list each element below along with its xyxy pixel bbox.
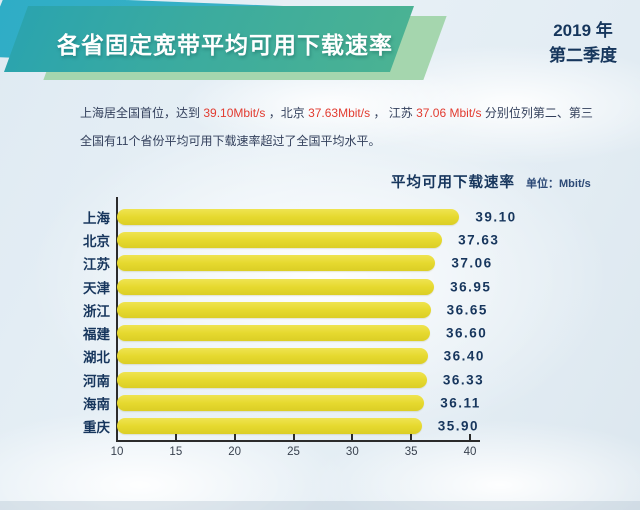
chart-rows: 上海 39.10 北京 37.63 江苏 37.06 天津 36.95 浙江 36.65 福建 36.… (70, 205, 630, 438)
chart-row: 湖北 36.40 (70, 345, 630, 368)
highlight-value: 39.10Mbit/s (203, 106, 266, 120)
chart-title: 平均可用下载速率 (391, 175, 515, 191)
value-label: 35.90 (437, 418, 480, 434)
category-label: 福建 (83, 327, 110, 343)
bar (117, 325, 430, 342)
category-label: 重庆 (83, 420, 110, 436)
category-label: 江苏 (83, 257, 110, 273)
value-label: 36.40 (443, 348, 485, 364)
intro-segment: ， 江苏 (370, 106, 417, 120)
bar (117, 348, 428, 365)
x-tick-label: 30 (345, 446, 359, 458)
chart-row: 北京 37.63 (70, 228, 630, 251)
x-tick-label: 15 (169, 446, 183, 458)
value-label: 36.11 (440, 395, 481, 411)
bar-track: 35.90 (116, 415, 630, 438)
x-tick-label: 35 (404, 446, 418, 458)
value-label: 36.60 (445, 325, 488, 341)
category-label: 天津 (83, 280, 110, 296)
bar-track: 36.40 (116, 345, 630, 368)
x-tick-label: 20 (228, 446, 242, 458)
value-label: 37.06 (451, 255, 493, 271)
bar (117, 371, 427, 388)
bar-track: 36.95 (116, 275, 630, 298)
x-tick-mark (116, 434, 118, 440)
chart-unit-label: 单位：Mbit/s (526, 178, 591, 190)
chart-row: 福建 36.60 (70, 321, 630, 344)
y-axis-line (116, 197, 118, 440)
category-label: 河南 (83, 373, 110, 389)
x-tick-label: 40 (463, 446, 477, 458)
value-label: 36.65 (446, 302, 488, 318)
chart-row: 河南 36.33 (70, 368, 630, 391)
category-label: 海南 (83, 397, 110, 413)
bar (117, 418, 422, 435)
bar-track: 36.11 (116, 391, 630, 414)
x-tick-mark (233, 434, 236, 440)
chart-header: 平均可用下载速率 单位：Mbit/s (391, 171, 591, 192)
intro-line-1: 上海居全国首位，达到 39.10Mbit/s ，北京 37.63Mbit/s ，… (80, 99, 636, 127)
intro-segment: ，北京 (265, 106, 309, 120)
bar-track: 36.65 (116, 298, 630, 321)
chart-row: 海南 36.11 (70, 391, 630, 414)
category-label: 上海 (83, 210, 110, 226)
category-label: 北京 (83, 233, 110, 249)
x-tick-label: 10 (110, 446, 124, 458)
chart-row: 天津 36.95 (70, 275, 630, 298)
bar (117, 395, 425, 412)
value-label: 36.33 (442, 372, 485, 388)
intro-text: 上海居全国首位，达到 39.10Mbit/s ，北京 37.63Mbit/s ，… (80, 99, 636, 155)
x-tick-label: 25 (287, 446, 300, 458)
highlight-value: 37.63Mbit/s (308, 106, 371, 120)
intro-line-2: 全国有11个省份平均可用下载速率超过了全国平均水平。 (80, 134, 381, 148)
chart-row: 上海 39.10 (70, 205, 630, 228)
bar-track: 36.60 (116, 321, 630, 344)
bar-track: 36.33 (116, 368, 630, 391)
bar-track: 37.06 (116, 252, 630, 275)
category-label: 浙江 (83, 303, 110, 319)
bar (117, 208, 460, 225)
intro-segment: 上海居全国首位，达到 (80, 106, 204, 120)
header-banner: 各省固定宽带平均可用下载速率 (0, 0, 470, 100)
report-period: 2019 年 第二季度 (530, 19, 636, 68)
bar-chart: 上海 39.10 北京 37.63 江苏 37.06 天津 36.95 浙江 36.65 福建 36.… (70, 197, 630, 477)
x-tick-mark (174, 434, 177, 440)
bar-track: 37.63 (116, 228, 630, 251)
period-year: 2019 年 (553, 21, 613, 40)
bar (117, 301, 431, 318)
x-tick-mark (292, 434, 295, 440)
chart-row: 重庆 35.90 (70, 415, 630, 438)
value-label: 36.95 (450, 279, 492, 295)
intro-segment: 分别位列第二、第三 (481, 106, 593, 120)
x-tick-mark (469, 434, 471, 440)
x-tick-mark (351, 434, 354, 440)
bar (117, 278, 435, 295)
period-quarter: 第二季度 (549, 45, 617, 65)
bar (117, 231, 443, 248)
value-label: 37.63 (458, 232, 500, 248)
category-label: 湖北 (83, 350, 110, 366)
chart-row: 浙江 36.65 (70, 298, 630, 321)
bar-track: 39.10 (116, 205, 630, 228)
bottom-edge-strip (0, 501, 640, 510)
chart-row: 江苏 37.06 (70, 252, 630, 275)
value-label: 39.10 (475, 209, 517, 225)
highlight-value: 37.06 Mbit/s (416, 106, 482, 120)
bar (117, 255, 436, 272)
x-tick-mark (410, 434, 413, 440)
page-title: 各省固定宽带平均可用下载速率 (57, 32, 393, 58)
x-axis-line (116, 440, 480, 442)
